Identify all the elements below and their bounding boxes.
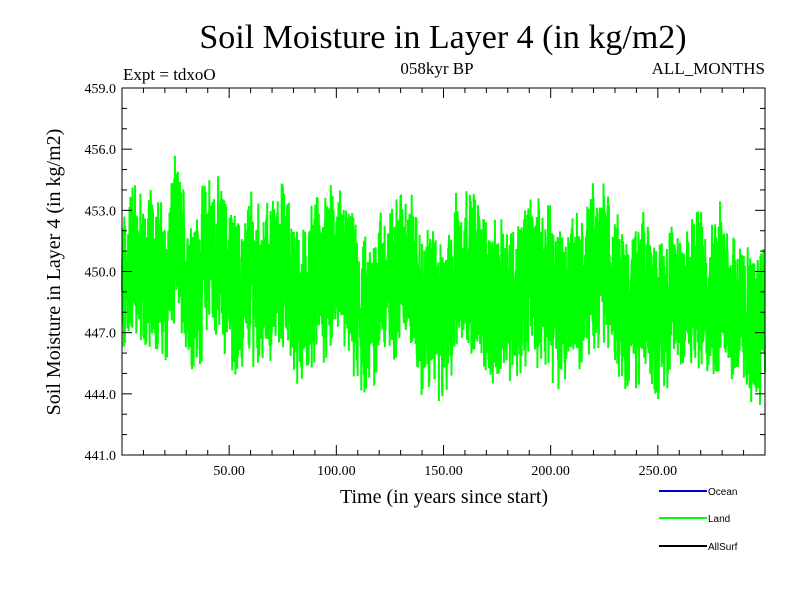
plot-area — [121, 155, 766, 405]
subtitle-left: Expt = tdxoO — [123, 65, 216, 84]
y-tick-label: 456.0 — [85, 143, 117, 158]
x-axis-label: Time (in years since start) — [340, 486, 548, 508]
x-tick-label: 250.00 — [639, 464, 678, 479]
y-tick-label: 444.0 — [85, 388, 117, 403]
axes: 441.0 444.0 447.0 450.0 453.0 456.0 459.0 50.00… — [85, 82, 766, 479]
y-tick-label: 459.0 — [85, 82, 117, 97]
y-tick-label: 441.0 — [85, 449, 117, 464]
chart-title: Soil Moisture in Layer 4 (in kg/m2) — [199, 19, 686, 56]
subtitle-center: 058kyr BP — [400, 59, 473, 78]
legend-label-ocean: Ocean — [708, 487, 737, 498]
x-tick-label: 50.00 — [213, 464, 245, 479]
series-line-land — [121, 155, 766, 405]
subtitle-right: ALL_MONTHS — [652, 59, 765, 78]
x-tick-label: 200.00 — [531, 464, 570, 479]
y-tick-label: 450.0 — [85, 266, 117, 281]
legend-label-allsurf: AllSurf — [708, 542, 738, 553]
x-tick-label: 100.00 — [317, 464, 356, 479]
y-tick-label: 453.0 — [85, 204, 117, 219]
y-tick-label: 447.0 — [85, 327, 117, 342]
legend: Ocean Land AllSurf — [659, 487, 738, 553]
legend-label-land: Land — [708, 514, 730, 525]
y-axis-label: Soil Moisture in Layer 4 (in kg/m2) — [43, 129, 65, 416]
x-tick-label: 150.00 — [424, 464, 463, 479]
